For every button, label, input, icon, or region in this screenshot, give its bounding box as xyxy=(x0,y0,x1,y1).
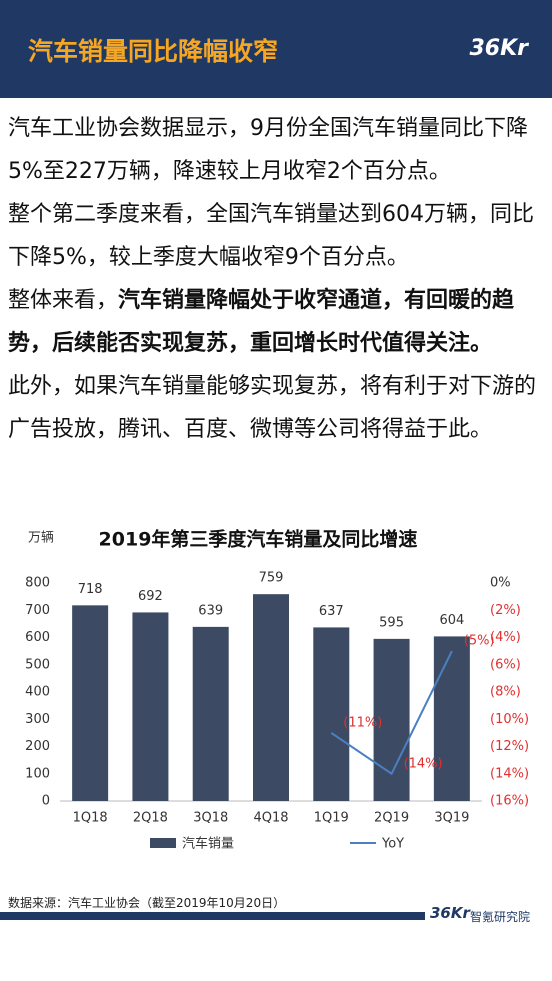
bar xyxy=(192,626,229,801)
y-tick-label: 0 xyxy=(42,794,50,809)
x-tick-label: 3Q19 xyxy=(434,811,469,826)
text-run: 汽车工业协会数据显示，9月份全国汽车销量同比下降5%至227万辆，降速较上月收窄… xyxy=(8,116,528,184)
x-tick-label: 1Q18 xyxy=(73,811,108,826)
chart: 万辆 2019年第三季度汽车销量及同比增速 0 100 200 300 400 500 60… xyxy=(25,528,529,852)
legend-label: YoY xyxy=(381,837,404,852)
x-tick-label: 2Q18 xyxy=(133,811,168,826)
chart-title: 2019年第三季度汽车销量及同比增速 xyxy=(99,528,418,551)
bar xyxy=(433,636,470,801)
x-tick-label: 2Q19 xyxy=(374,811,409,826)
source: 数据来源：汽车工业协会（截至2019年10月20日） xyxy=(8,896,286,910)
bar xyxy=(132,612,169,801)
y-tick-label: 300 xyxy=(25,712,50,727)
y2-tick-label: (12%) xyxy=(490,739,529,754)
y2-tick-label: (10%) xyxy=(490,712,529,727)
y-tick-label: 100 xyxy=(25,766,50,781)
text-run: 此外，如果汽车销量能够实现复苏，将有利于对下游的广告投放，腾讯、百度、微博等公司… xyxy=(8,374,537,442)
logo: 36Kr xyxy=(469,36,528,61)
x-tick-label: 3Q18 xyxy=(193,811,228,826)
y-tick-label: 500 xyxy=(25,657,50,672)
data-label: (5%) xyxy=(464,634,495,649)
footer-org: 智氪研究院 xyxy=(470,910,531,924)
header-title: 汽车销量同比降幅收窄 xyxy=(28,37,279,66)
legend-label: 汽车销量 xyxy=(182,836,234,852)
footer-logo: 36Kr xyxy=(430,904,470,922)
y2-tick-label: (2%) xyxy=(490,603,521,618)
x-tick-label: 4Q18 xyxy=(253,811,288,826)
paragraph: 此外，如果汽车销量能够实现复苏，将有利于对下游的广告投放，腾讯、百度、微博等公司… xyxy=(8,365,552,451)
paragraph: 汽车工业协会数据显示，9月份全国汽车销量同比下降5%至227万辆，降速较上月收窄… xyxy=(8,107,552,193)
text-run: 整个第二季度来看，全国汽车销量达到604万辆，同比下降5%，较上季度大幅收窄9个… xyxy=(8,202,534,270)
y2-tick-label: (4%) xyxy=(490,630,521,645)
data-label: 639 xyxy=(198,603,223,618)
y2-tick-label: 0% xyxy=(490,576,511,591)
y-tick-label: 600 xyxy=(25,630,50,645)
y2-tick-label: (16%) xyxy=(490,794,529,809)
y2-tick-label: (14%) xyxy=(490,766,529,781)
data-label: 595 xyxy=(379,615,404,630)
data-label: 637 xyxy=(319,604,344,619)
data-label: 718 xyxy=(78,582,103,597)
legend-swatch xyxy=(150,838,176,848)
y-tick-label: 700 xyxy=(25,603,50,618)
y-tick-label: 200 xyxy=(25,739,50,754)
paragraph: 整体来看，汽车销量降幅处于收窄通道，有回暖的趋势，后续能否实现复苏，重回增长时代… xyxy=(8,279,552,365)
body-text: 汽车工业协会数据显示，9月份全国汽车销量同比下降5%至227万辆，降速较上月收窄… xyxy=(8,107,552,451)
data-label: (14%) xyxy=(404,756,443,771)
y-axis-label: 万辆 xyxy=(28,531,54,546)
footer-bar xyxy=(0,912,425,920)
data-label: 604 xyxy=(439,613,464,628)
y-tick-label: 800 xyxy=(25,576,50,591)
header: 汽车销量同比降幅收窄 36Kr xyxy=(0,0,552,98)
x-tick-label: 1Q19 xyxy=(314,811,349,826)
bar xyxy=(253,594,289,801)
text-run: 汽车销量降幅处于收窄通道，有回暖的趋势，后续能否实现复苏，重回增长时代值得关注。 xyxy=(8,288,515,356)
y2-tick-label: (6%) xyxy=(490,657,521,672)
text-run: 整体来看， xyxy=(8,288,119,313)
data-label: (11%) xyxy=(343,715,382,730)
bar xyxy=(72,605,109,801)
data-label: 692 xyxy=(138,589,163,604)
y2-tick-label: (8%) xyxy=(490,685,521,700)
bar xyxy=(313,627,350,801)
line xyxy=(330,650,453,776)
data-label: 759 xyxy=(259,571,284,586)
y-tick-label: 400 xyxy=(25,685,50,700)
paragraph: 整个第二季度来看，全国汽车销量达到604万辆，同比下降5%，较上季度大幅收窄9个… xyxy=(8,193,552,279)
